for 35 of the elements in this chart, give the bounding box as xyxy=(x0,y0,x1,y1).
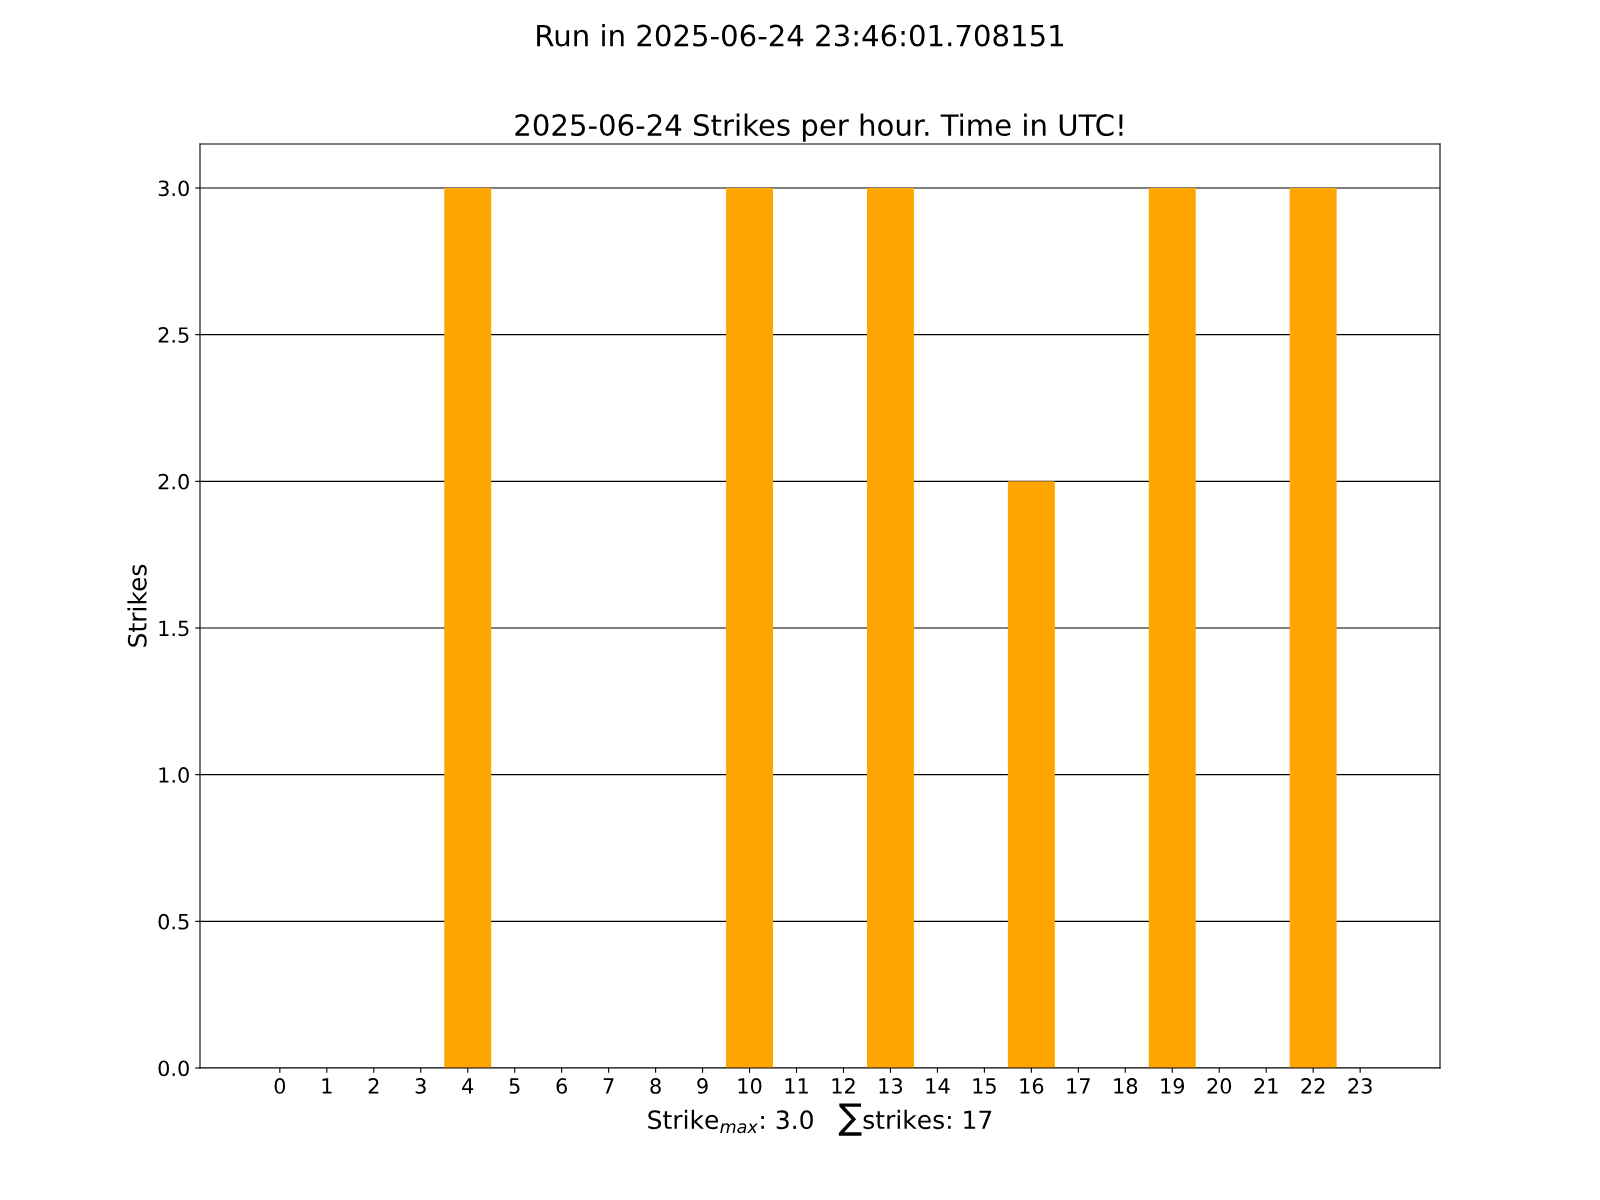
y-tick-label: 0.0 xyxy=(158,1060,189,1077)
x-tick-label: 5 xyxy=(509,1078,520,1094)
x-tick-label: 20 xyxy=(1207,1078,1232,1094)
chart-title: Run in 2025-06-24 23:46:01.708151 xyxy=(537,24,1064,47)
x-tick-label: 13 xyxy=(879,1078,903,1094)
x-tick-label: 1 xyxy=(322,1078,332,1094)
x-tick-label: 12 xyxy=(832,1078,855,1094)
x-tick-label: 8 xyxy=(650,1078,661,1094)
x-tick-label: 7 xyxy=(603,1078,614,1094)
x-tick-label: 9 xyxy=(697,1078,708,1094)
y-tick-label: 1.5 xyxy=(159,620,189,637)
x-tick-label: 10 xyxy=(738,1078,762,1094)
x-tick-label: 0 xyxy=(274,1078,286,1094)
x-tick-label: 22 xyxy=(1301,1078,1325,1094)
y-tick-label: 0.5 xyxy=(158,913,189,930)
x-tick-label: 11 xyxy=(785,1078,808,1094)
x-tick-label: 21 xyxy=(1254,1078,1278,1094)
x-tick-label: 2 xyxy=(368,1078,379,1094)
x-tick-label: 3 xyxy=(415,1078,426,1094)
x-tick-label: 14 xyxy=(926,1078,950,1094)
x-tick-label: 6 xyxy=(556,1078,567,1094)
x-tick-label: 23 xyxy=(1348,1078,1372,1094)
x-tick-label: 15 xyxy=(973,1078,996,1094)
y-tick-label: 1.0 xyxy=(159,767,189,783)
chart-subtitle: 2025-06-24 Strikes per hour. Time in UTC! xyxy=(515,113,1123,142)
x-tick-label: 19 xyxy=(1161,1078,1185,1094)
x-axis-title: Strike$_{max}$: 3.0 ∑strikes: 17 xyxy=(648,1103,992,1136)
x-tick-label: 18 xyxy=(1114,1078,1138,1094)
y-tick-label: 2.5 xyxy=(158,327,189,343)
x-tick-label: 4 xyxy=(462,1078,474,1094)
y-axis-title: Strikes xyxy=(127,564,147,647)
y-tick-label: 3.0 xyxy=(158,180,189,197)
y-tick-label: 2.0 xyxy=(158,473,189,490)
x-tick-label: 17 xyxy=(1067,1078,1090,1094)
x-tick-label: 16 xyxy=(1020,1078,1044,1094)
